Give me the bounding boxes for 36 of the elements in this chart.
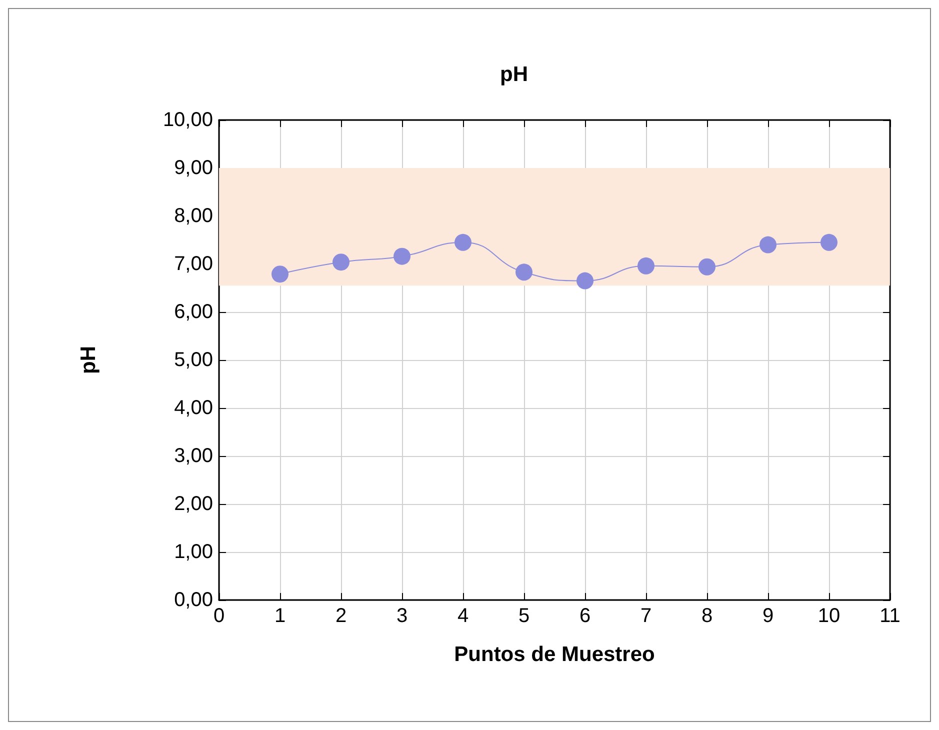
y-tick-label: 9,00 xyxy=(174,157,213,179)
y-tick-label: 7,00 xyxy=(174,253,213,275)
y-tick-label: 4,00 xyxy=(174,397,213,419)
x-tick-label: 8 xyxy=(701,605,713,627)
y-tick-label: 2,00 xyxy=(174,493,213,515)
x-tick-label: 5 xyxy=(518,605,530,627)
x-axis-title: Puntos de Muestreo xyxy=(454,643,655,666)
y-tick-label: 10,00 xyxy=(162,109,213,131)
point xyxy=(820,234,838,251)
x-tick-label: 7 xyxy=(640,605,652,627)
x-tick-label: 0 xyxy=(213,605,225,627)
point xyxy=(272,266,288,283)
x-tick-label: 4 xyxy=(457,605,469,627)
y-tick-label: 5,00 xyxy=(174,349,213,371)
x-tick-label: 10 xyxy=(818,605,840,627)
point xyxy=(576,272,594,290)
x-tick-label: 3 xyxy=(396,605,408,627)
point xyxy=(638,257,654,274)
x-tick-label: 11 xyxy=(880,605,900,627)
y-tick-label: 0,00 xyxy=(174,589,213,611)
point xyxy=(454,234,472,251)
x-tick-label: 9 xyxy=(762,605,774,627)
y-tick-label: 1,00 xyxy=(174,541,213,563)
point xyxy=(516,264,532,281)
y-axis-title: pH xyxy=(77,346,100,374)
chart-title: pH xyxy=(500,63,528,86)
y-tick-label: 3,00 xyxy=(174,445,213,467)
point xyxy=(332,254,350,271)
x-tick-label: 2 xyxy=(335,605,347,627)
point xyxy=(394,248,410,265)
y-tick-label: 8,00 xyxy=(174,205,213,227)
y-tick-label: 6,00 xyxy=(174,301,213,323)
x-tick-label: 1 xyxy=(274,605,286,627)
point xyxy=(760,236,776,254)
point xyxy=(698,258,716,276)
x-tick-label: 6 xyxy=(579,605,591,627)
